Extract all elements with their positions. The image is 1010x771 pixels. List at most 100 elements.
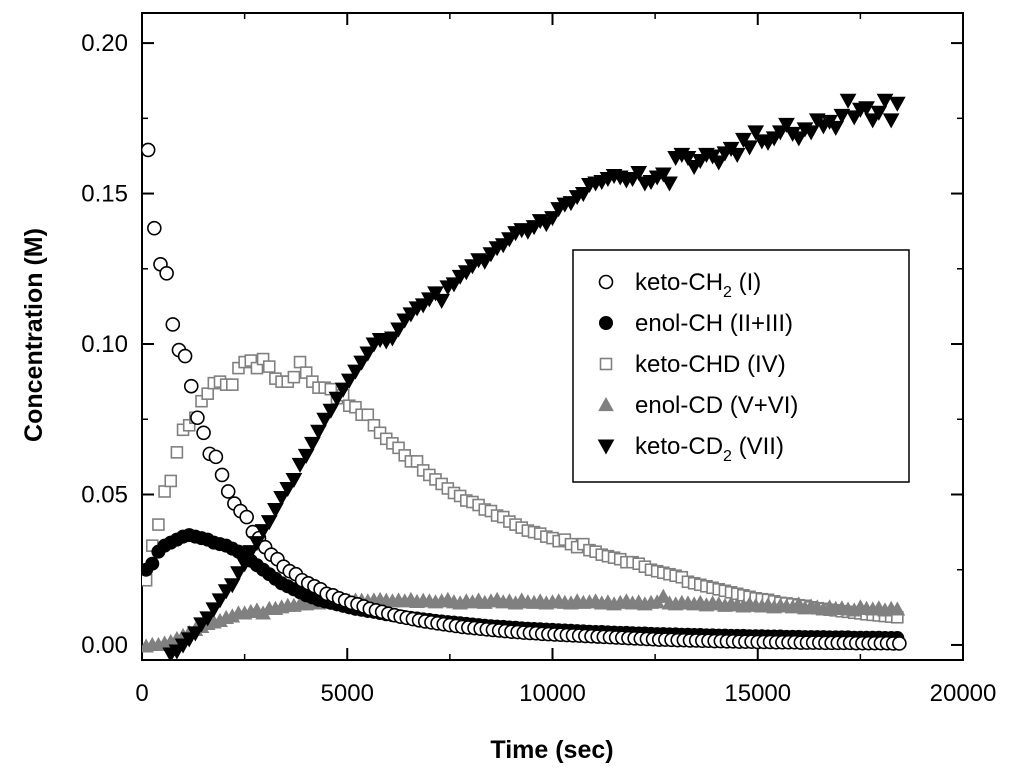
legend-label: keto-CH2 (I) [635,269,761,301]
data-point [384,331,401,347]
data-point [334,382,352,398]
legend-label: enol-CD (V+VI) [635,392,798,419]
data-point [870,105,888,121]
data-point [445,277,463,293]
data-point [242,545,260,561]
axis-tick-labels: 0 5000 10000 15000 20000 0.00 0.05 0.10 0.15 0.20 [81,30,996,707]
legend-entry: enol-CH (II+III) [599,310,793,337]
legend-entry: keto-CHD (IV) [599,351,786,378]
data-point [236,557,253,573]
data-point [254,524,272,540]
data-point [196,425,211,441]
data-point [845,110,863,126]
data-point [211,593,229,609]
data-point [790,131,808,147]
y-tick-label: 0.05 [81,481,128,508]
data-point [267,503,284,519]
x-tick-label: 5000 [321,680,374,707]
data-point [208,449,224,465]
data-point [165,317,181,332]
data-point [802,125,820,141]
data-point [223,578,241,594]
data-series [142,93,907,660]
data-point [187,626,204,642]
y-tick-label: 0.00 [81,632,128,659]
data-point [285,472,303,488]
data-point [328,391,346,407]
data-point [427,286,444,302]
data-point [340,373,358,389]
data-point [273,490,290,507]
data-point [183,378,199,394]
data-point [214,467,230,483]
data-point [654,167,672,183]
data-point [347,364,364,380]
data-point [201,387,214,400]
data-point [710,155,728,171]
data-point [142,142,156,158]
data-point [858,101,875,117]
data-point [279,481,297,497]
data-point [226,378,239,391]
data-point [177,348,193,364]
data-point [390,322,407,338]
data-point [152,518,165,531]
data-point [164,474,178,488]
data-point [630,165,648,182]
data-point [741,140,758,156]
data-point [322,403,340,419]
data-point [260,515,278,531]
data-point [359,346,377,362]
data-point [239,509,254,525]
legend: keto-CH2 (I) enol-CH (II+III) keto-CHD (IV… [572,249,910,483]
legend-marker [598,274,614,290]
data-point [433,293,451,309]
legend-marker [597,439,615,455]
legend-entry: keto-CD2 (VII) [597,433,784,465]
data-point [655,588,672,603]
data-point [170,446,184,459]
data-point [892,636,907,651]
legend-marker [599,357,613,371]
data-point [230,566,247,582]
data-point [544,211,561,227]
data-point [827,120,845,136]
y-axis-title: Concentration (M) [20,228,48,442]
data-point [199,611,217,627]
x-tick-label: 15000 [724,680,791,707]
data-point [220,484,236,499]
data-point [158,485,171,498]
legend-label: keto-CD2 (VII) [635,433,784,465]
data-point [771,125,789,141]
y-tick-label: 0.15 [81,181,128,208]
y-tick-label: 0.10 [81,331,128,358]
legend-label: keto-CHD (IV) [635,351,786,378]
data-point [205,602,223,618]
data-point [297,448,315,464]
x-tick-label: 10000 [519,680,586,707]
legend-marker [599,316,613,330]
legend-box [572,249,910,483]
legend-entry: enol-CD (V+VI) [598,392,798,419]
data-point [833,108,851,124]
data-point [679,150,697,166]
data-point [353,355,370,371]
data-point [145,556,160,571]
data-point [778,117,795,133]
data-point [147,220,162,236]
data-point [287,370,301,384]
data-point [476,254,494,270]
x-tick-label: 0 [135,680,148,707]
data-point [293,355,307,369]
data-point [661,176,678,192]
legend-entry: keto-CH2 (I) [598,269,761,301]
data-point [735,132,752,148]
series-0 [142,142,907,651]
y-tick-label: 0.20 [81,30,128,57]
x-axis-title: Time (sec) [490,736,613,764]
x-tick-label: 20000 [930,680,997,707]
data-point [882,113,900,129]
data-point [876,93,894,109]
data-point [574,187,592,203]
